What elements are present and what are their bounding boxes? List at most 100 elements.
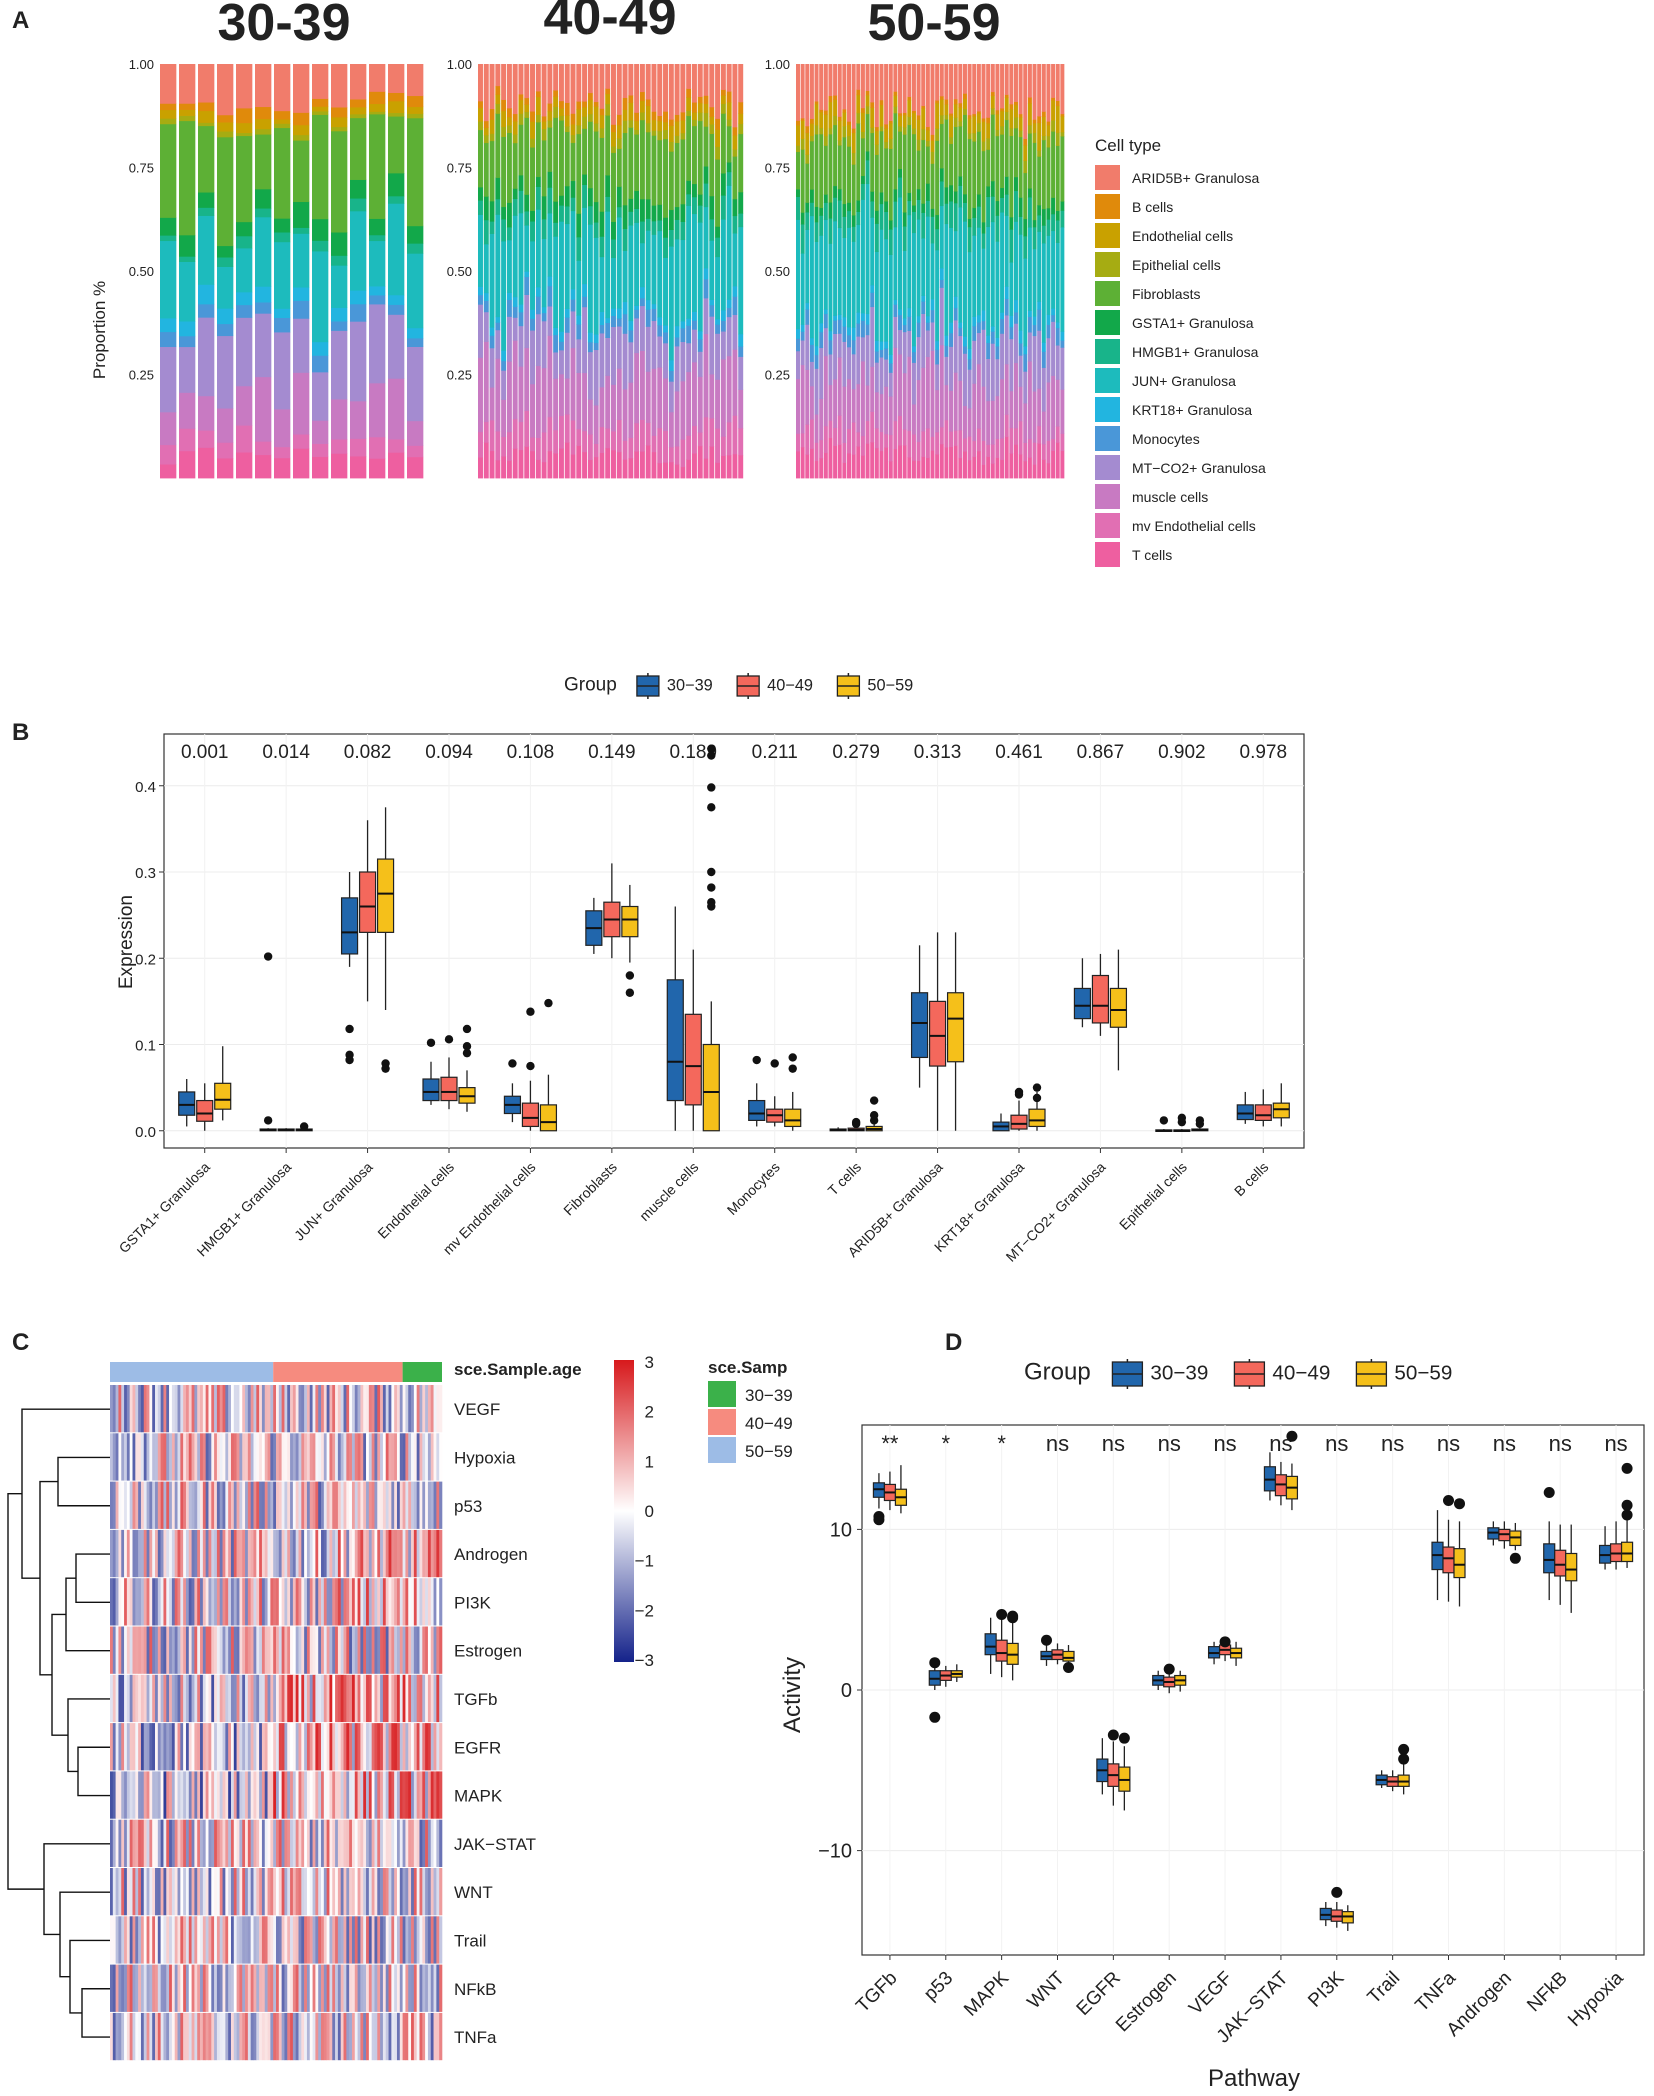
- panel-a-bar-segment: [911, 232, 916, 347]
- panel-b-outlier: [707, 783, 716, 792]
- panel-a-bar-segment: [1051, 321, 1056, 376]
- panel-a-bar-segment: [217, 266, 234, 309]
- panel-a-bar-segment: [611, 384, 616, 432]
- panel-c-heat-cell: [357, 1819, 361, 1867]
- panel-c-heat-cell: [273, 2012, 277, 2061]
- panel-b-box: [946, 932, 965, 1131]
- panel-c-heat-cell: [371, 1481, 375, 1529]
- panel-c-heat-cell: [287, 2012, 291, 2061]
- panel-a-bar-segment: [953, 296, 958, 309]
- panel-a-bar-segment: [501, 64, 507, 100]
- panel-c-heat-cell: [138, 1529, 142, 1578]
- panel-c-heat-cell: [205, 1626, 209, 1674]
- panel-a-bar-segment: [865, 64, 870, 91]
- panel-c-heat-cell: [292, 1916, 296, 1964]
- panel-c-heat-cell: [247, 1433, 251, 1481]
- panel-a-bar-segment: [851, 128, 856, 134]
- panel-a-bar-segment: [809, 385, 814, 420]
- panel-a-bar-segment: [986, 122, 991, 139]
- panel-a-bar-segment: [819, 64, 824, 110]
- panel-a-bar-segment: [160, 464, 177, 479]
- panel-a-bar-segment: [703, 278, 709, 299]
- panel-a-bar-segment: [944, 203, 949, 225]
- panel-a-bar-segment: [1037, 150, 1042, 157]
- panel-c-heat-cell: [222, 1819, 226, 1867]
- panel-a-bar-segment: [501, 206, 507, 220]
- panel-a-bar-segment: [856, 112, 861, 124]
- panel-b-outlier: [263, 1116, 273, 1125]
- panel-a-bar-segment: [967, 459, 972, 479]
- panel-a-bar-segment: [814, 460, 819, 479]
- panel-a-bar-segment: [907, 200, 912, 216]
- panel-a-bar-segment: [1027, 97, 1032, 104]
- panel-a-bar-segment: [893, 347, 898, 422]
- panel-c-heat-cell: [140, 1385, 145, 1433]
- panel-c-heat-cell: [222, 1578, 226, 1626]
- panel-c-heat-cell: [290, 1385, 294, 1433]
- panel-a-bar-segment: [587, 92, 593, 101]
- panel-c-heat-cell: [247, 1674, 251, 1723]
- panel-c-heat-cell: [425, 2012, 429, 2061]
- panel-a-bar-segment: [990, 221, 995, 327]
- panel-c-heat-cell: [284, 1385, 288, 1433]
- panel-c-heat-cell: [185, 1723, 190, 1771]
- panel-c-heat-cell: [408, 1674, 412, 1723]
- panel-a-bar-segment: [796, 151, 800, 190]
- panel-c-heat-cell: [349, 1433, 353, 1481]
- panel-a-bar-segment: [1060, 433, 1065, 452]
- panel-a-bar-segment: [847, 202, 852, 212]
- panel-c-heat-cell: [143, 2012, 147, 2061]
- panel-a-bar-segment: [944, 356, 949, 386]
- panel-a-bar-segment: [369, 304, 386, 384]
- panel-a-bar-segment: [605, 428, 611, 449]
- panel-c-heat-cell: [124, 1964, 128, 2012]
- panel-a-bar-segment: [962, 221, 967, 337]
- panel-c-heat-cell: [152, 1529, 156, 1578]
- panel-a-bar-segment: [564, 442, 570, 479]
- panel-d-outlier: [1007, 1612, 1019, 1624]
- panel-a-bar-segment: [851, 241, 856, 328]
- panel-a-bar-segment: [879, 431, 884, 452]
- panel-a-bar-segment: [851, 339, 856, 355]
- panel-b-ytick: 0.2: [135, 951, 156, 968]
- panel-c-heat-cell: [166, 1433, 170, 1481]
- panel-c-heat-cell: [267, 1529, 271, 1578]
- panel-a-bar-segment: [800, 253, 805, 325]
- panel-a-bar-segment: [916, 379, 921, 442]
- panel-a-bar-segment: [814, 64, 819, 102]
- panel-a-bar-segment: [828, 101, 833, 129]
- panel-c-heat-cell: [323, 1819, 327, 1867]
- panel-d-xtick-label: NFkB: [1523, 1968, 1571, 2016]
- panel-c-heat-cell: [157, 1964, 161, 2012]
- panel-a-bar-segment: [657, 336, 663, 368]
- panel-a-bar-segment: [715, 333, 721, 380]
- panel-a-bar-segment: [1023, 235, 1028, 259]
- panel-c-heat-cell: [200, 1723, 204, 1771]
- panel-a-bar-segment: [651, 303, 657, 309]
- panel-c-heat-cell: [430, 2012, 434, 2061]
- panel-b-outlier: [707, 744, 716, 753]
- panel-a-bar-segment: [587, 399, 593, 435]
- panel-c-heat-cell: [399, 2012, 403, 2061]
- panel-a-bar-segment: [564, 115, 570, 127]
- panel-a-bar-segment: [639, 297, 645, 307]
- panel-c-heat-cell: [239, 1626, 243, 1674]
- panel-a-bar-segment: [599, 311, 605, 326]
- panel-a-bar-segment: [967, 251, 972, 349]
- panel-c-heat-cell: [253, 1964, 257, 2012]
- panel-c-heat-cell: [211, 1433, 215, 1481]
- panel-a-bar-segment: [805, 202, 810, 213]
- panel-a-bar-segment: [726, 162, 732, 173]
- panel-c-heat-cell: [166, 1481, 170, 1529]
- panel-a-bar-segment: [995, 109, 1000, 115]
- panel-c-heat-cell: [281, 1433, 285, 1481]
- panel-a-bar-segment: [939, 205, 944, 269]
- panel-a-bar-segment: [986, 335, 991, 344]
- panel-a-bar-segment: [388, 439, 405, 453]
- panel-c-heat-cell: [230, 1674, 235, 1723]
- panel-c-heat-cell: [419, 1964, 423, 2012]
- panel-c-heat-cell: [354, 1868, 358, 1916]
- panel-c-heat-cell: [382, 1868, 387, 1916]
- panel-d-outlier: [1219, 1636, 1231, 1648]
- panel-a-bar-segment: [691, 119, 697, 127]
